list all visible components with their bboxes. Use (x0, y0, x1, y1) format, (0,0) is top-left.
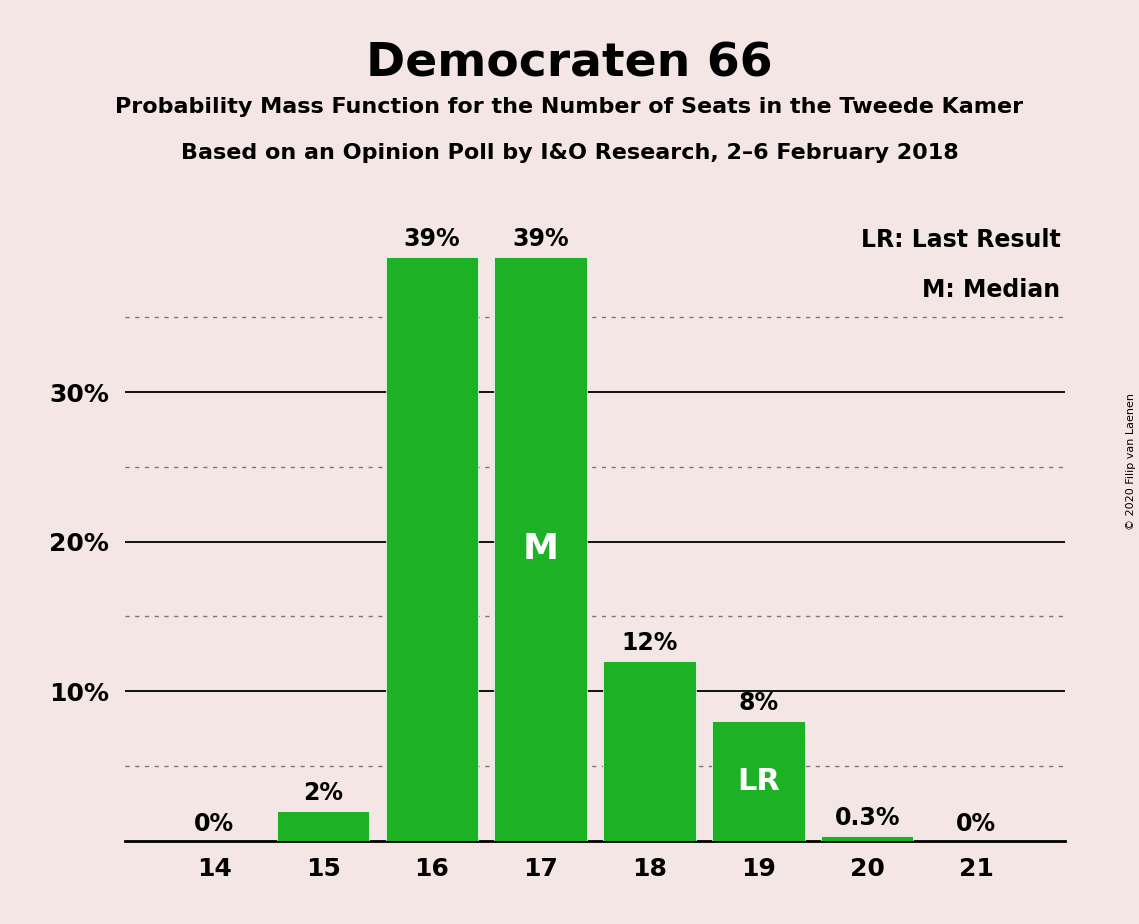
Text: Based on an Opinion Poll by I&O Research, 2–6 February 2018: Based on an Opinion Poll by I&O Research… (181, 143, 958, 164)
Text: 39%: 39% (403, 227, 460, 251)
Text: 0.3%: 0.3% (835, 807, 900, 831)
Text: 12%: 12% (622, 631, 678, 655)
Text: 39%: 39% (513, 227, 570, 251)
Bar (386, 258, 478, 841)
Text: 0%: 0% (956, 812, 997, 836)
Bar (821, 836, 913, 841)
Text: Democraten 66: Democraten 66 (366, 42, 773, 87)
Text: M: Median: M: Median (923, 278, 1060, 302)
Text: 8%: 8% (738, 691, 778, 715)
Text: M: M (523, 532, 559, 566)
Text: LR: Last Result: LR: Last Result (861, 228, 1060, 252)
Text: LR: LR (737, 767, 780, 796)
Bar (277, 811, 369, 841)
Text: Probability Mass Function for the Number of Seats in the Tweede Kamer: Probability Mass Function for the Number… (115, 97, 1024, 117)
Bar (494, 258, 587, 841)
Bar (604, 662, 696, 841)
Text: © 2020 Filip van Laenen: © 2020 Filip van Laenen (1126, 394, 1136, 530)
Bar (712, 721, 804, 841)
Text: 0%: 0% (194, 812, 235, 836)
Text: 2%: 2% (303, 781, 343, 805)
